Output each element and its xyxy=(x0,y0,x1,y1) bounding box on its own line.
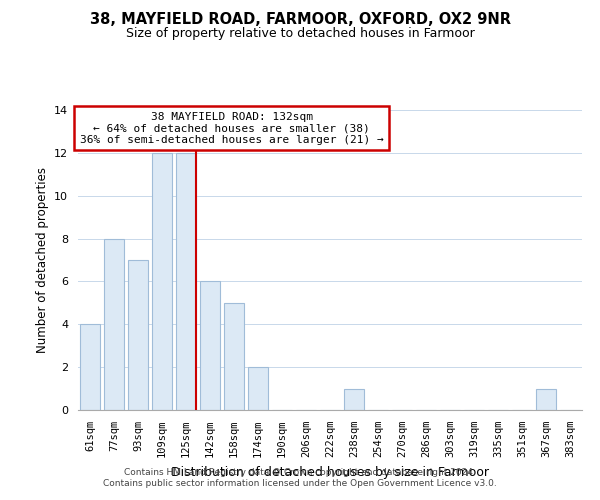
Bar xyxy=(248,367,268,410)
Bar xyxy=(344,388,364,410)
Text: Contains HM Land Registry data © Crown copyright and database right 2024.
Contai: Contains HM Land Registry data © Crown c… xyxy=(103,468,497,487)
Text: 38 MAYFIELD ROAD: 132sqm
← 64% of detached houses are smaller (38)
36% of semi-d: 38 MAYFIELD ROAD: 132sqm ← 64% of detach… xyxy=(80,112,383,144)
Bar xyxy=(128,260,148,410)
Text: Size of property relative to detached houses in Farmoor: Size of property relative to detached ho… xyxy=(125,28,475,40)
X-axis label: Distribution of detached houses by size in Farmoor: Distribution of detached houses by size … xyxy=(171,466,489,478)
Bar xyxy=(104,238,124,410)
Bar xyxy=(224,303,244,410)
Bar xyxy=(176,153,196,410)
Bar xyxy=(152,153,172,410)
Text: 38, MAYFIELD ROAD, FARMOOR, OXFORD, OX2 9NR: 38, MAYFIELD ROAD, FARMOOR, OXFORD, OX2 … xyxy=(89,12,511,28)
Bar xyxy=(536,388,556,410)
Y-axis label: Number of detached properties: Number of detached properties xyxy=(35,167,49,353)
Bar xyxy=(80,324,100,410)
Bar xyxy=(200,282,220,410)
